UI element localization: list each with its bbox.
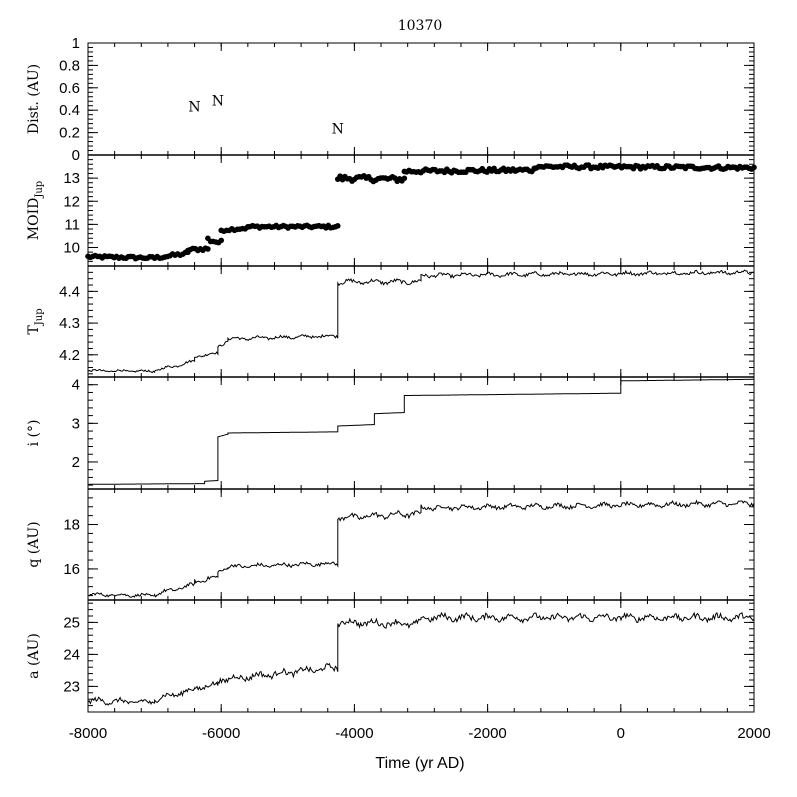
annotation-dist: N [212,94,224,110]
x-axis: -8000 -6000 -4000 -2000 0 2000 [69,725,771,742]
ytick-label-moid: 11 [64,216,80,233]
ytick-label-moid: 12 [63,193,80,210]
y-axis-label-tjup: TJup [26,308,45,334]
series-line-tjup [87,269,755,374]
ytick-label-dist: 0.6 [59,80,80,97]
y-axis-label-sub-tjup: Jup [34,308,45,326]
data-point-moid [751,164,757,171]
ytick-label-moid: 10 [63,240,80,257]
panel-frame-i [87,376,755,490]
ytick-label-dist: 0.2 [59,125,80,142]
x-axis-label: Time (yr AD) [375,755,464,772]
series-line-a [87,611,755,706]
xtick-label: -8000 [69,725,107,742]
ytick-label-q: 18 [63,517,80,534]
ytick-label-q: 16 [63,561,80,578]
panel-frame-tjup [87,265,755,378]
data-point-moid [334,223,341,229]
annotation-dist: N [332,122,344,138]
ytick-label-tjup: 4.2 [59,347,80,364]
panel-i: 2 3 4 i (°) [26,376,755,490]
ytick-label-moid: 13 [63,170,80,187]
y-axis-label-i: i (°) [26,420,42,447]
y-axis-label-moid: MOIDJup [26,181,45,240]
y-axis-label-sub-moid: Jup [34,181,45,199]
ytick-label-a: 24 [63,646,80,663]
ytick-label-a: 25 [63,614,80,631]
data-point-moid [218,237,224,244]
ytick-label-dist: 0.4 [59,102,80,119]
ytick-label-i: 2 [72,454,80,471]
series-line-q [87,499,755,598]
y-axis-label-a: a (AU) [26,633,42,679]
panel-a: 23 24 25 a (AU) [26,599,755,713]
y-axis-label-q: q (AU) [26,521,42,567]
ytick-label-dist: 1 [72,35,80,52]
ytick-label-dist: 0.8 [59,57,80,74]
ytick-label-i: 4 [72,377,80,394]
ytick-label-tjup: 4.3 [59,315,80,332]
data-point-moid [205,246,211,252]
chart-title: 10370 [398,18,443,34]
annotation-dist: N [188,99,200,115]
xtick-label: -6000 [202,725,240,742]
ytick-label-tjup: 4.4 [59,283,80,300]
data-point-moid [401,175,408,182]
xtick-label: 0 [617,725,625,742]
panel-q: 16 18 q (AU) [26,488,755,601]
ytick-label-a: 23 [63,678,80,695]
xtick-label: -4000 [335,725,373,742]
panel-tjup: 4.2 4.3 4.4 TJup [26,265,755,378]
ytick-label-i: 3 [72,415,80,432]
xtick-label: 2000 [737,725,770,742]
xtick-label: -2000 [468,725,506,742]
y-axis-label-dist: Dist. (AU) [26,64,42,134]
series-line-i [88,378,754,485]
panel-moid: 10 11 12 13 MOIDJup [26,154,757,267]
ytick-label-dist: 0 [72,147,80,164]
series-points-moid [85,162,757,262]
